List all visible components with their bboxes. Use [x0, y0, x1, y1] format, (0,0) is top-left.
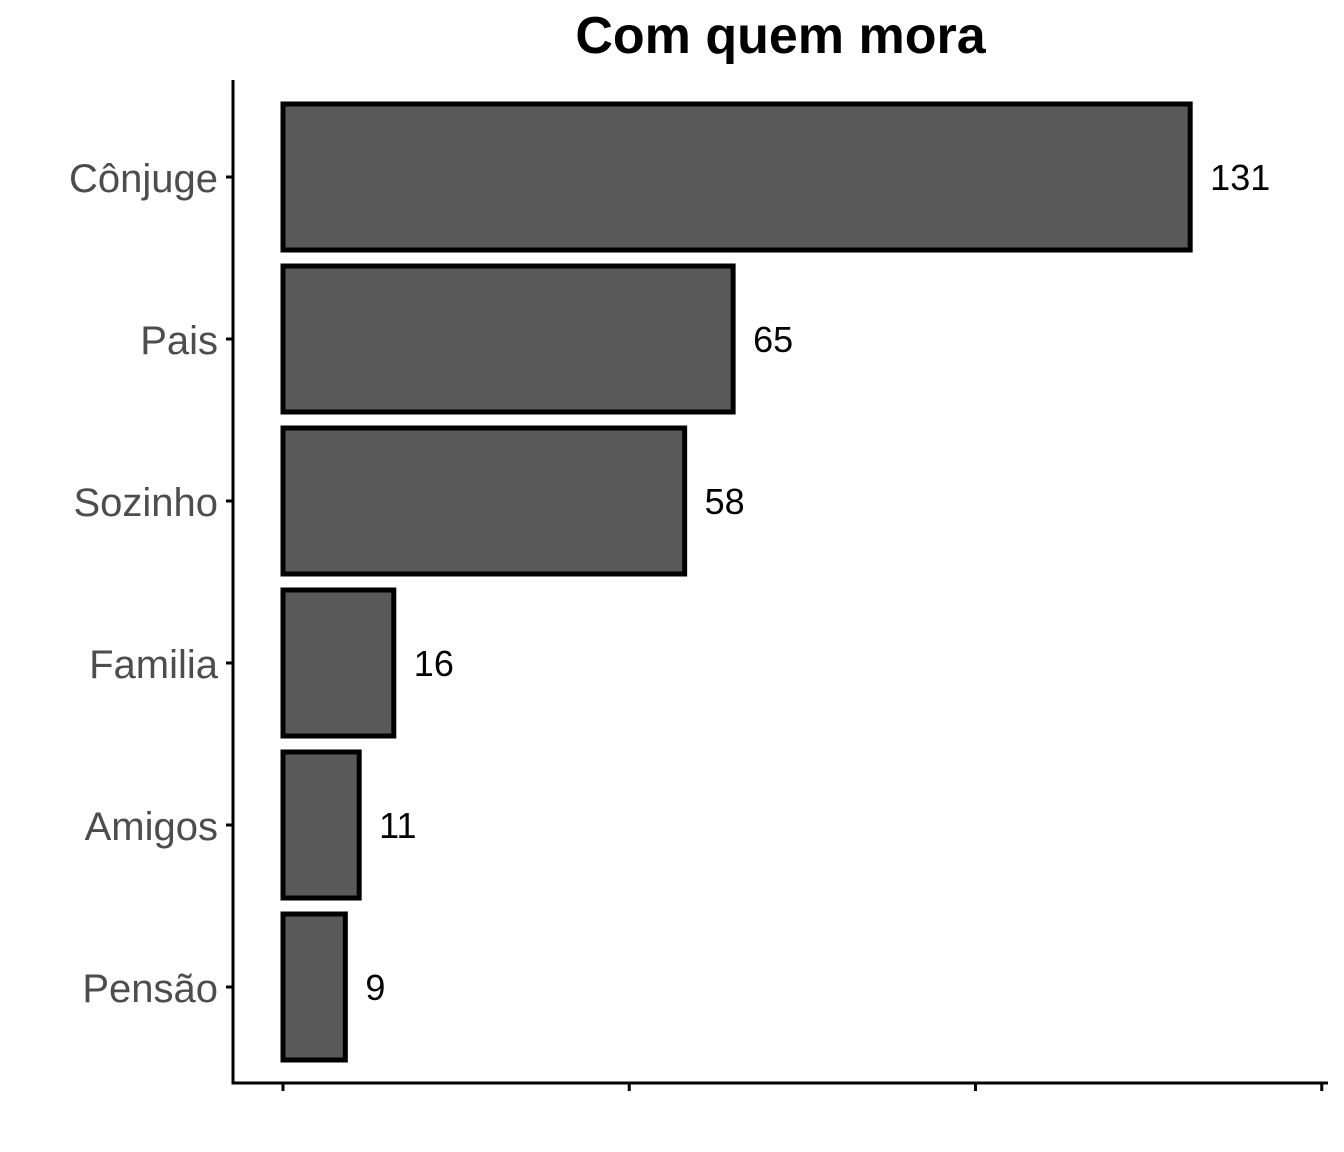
category-labels-layer: Cônjuge Pais Sozinho Familia Amigos Pensão [69, 157, 219, 1011]
category-label-3: Familia [89, 643, 219, 687]
value-label-2: 58 [705, 481, 745, 522]
value-label-0: 131 [1210, 157, 1270, 198]
bar-2 [280, 425, 688, 577]
bar-3 [280, 587, 397, 739]
category-label-5: Pensão [82, 967, 218, 1011]
category-label-0: Cônjuge [69, 157, 218, 201]
category-label-2: Sozinho [73, 481, 218, 525]
bar-4 [280, 749, 362, 901]
value-label-4: 11 [379, 805, 416, 846]
value-label-5: 9 [365, 967, 385, 1008]
axes-layer [231, 80, 1328, 1085]
value-label-3: 16 [414, 643, 454, 684]
category-label-4: Amigos [85, 805, 218, 849]
bar-0 [280, 101, 1193, 253]
category-label-1: Pais [140, 319, 218, 363]
value-labels-layer: 131 65 58 16 11 9 [365, 157, 1270, 1008]
bars-layer [280, 101, 1193, 1063]
bar-5 [280, 911, 348, 1063]
x-ticks-layer [281, 1083, 1324, 1091]
value-label-1: 65 [753, 319, 793, 360]
y-ticks-layer [226, 175, 233, 989]
bar-1 [280, 263, 736, 415]
chart-title: Com quem mora [575, 7, 986, 65]
